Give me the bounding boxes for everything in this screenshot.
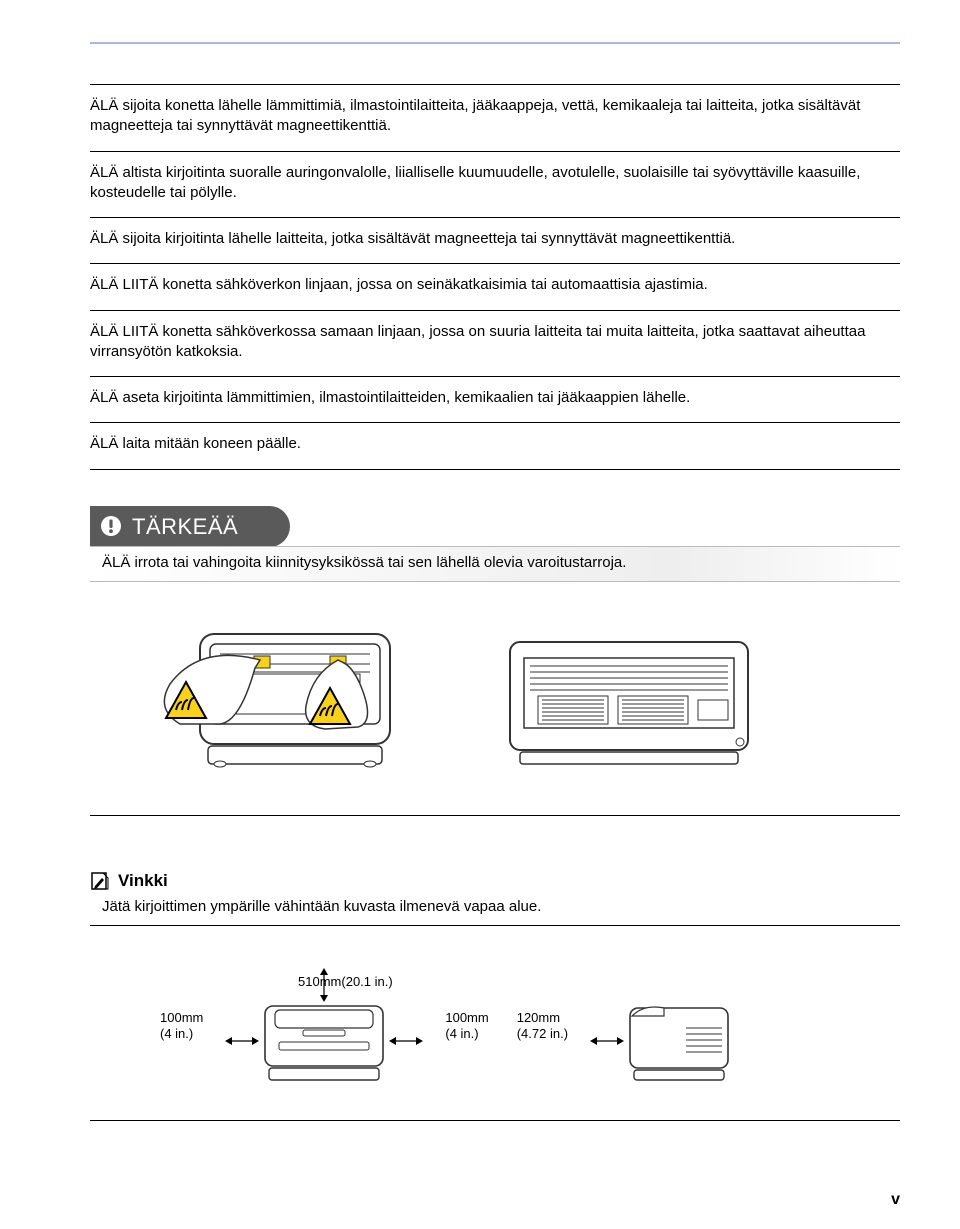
item-text: ÄLÄ LIITÄ konetta sähköverkon linjaan, j…: [90, 276, 708, 293]
list-end-rule: [90, 469, 900, 470]
item-text: ÄLÄ laita mitään koneen päälle.: [90, 435, 301, 452]
arrow-left-right-icon: [590, 1033, 624, 1049]
alert-circle-icon: [100, 515, 122, 537]
note-icon: [90, 871, 110, 891]
arrow-left-right-icon: [225, 1033, 259, 1049]
item-text: ÄLÄ sijoita konetta lähelle lämmittimiä,…: [90, 97, 860, 134]
item-text: ÄLÄ sijoita kirjoitinta lähelle laitteit…: [90, 230, 735, 247]
list-item: ÄLÄ laita mitään koneen päälle.: [90, 422, 900, 468]
arrow-left-right-icon: [389, 1033, 423, 1049]
note-head: Vinkki: [90, 870, 900, 893]
note-body-text: Jätä kirjoittimen ympärille vähintään ku…: [90, 897, 900, 926]
printer-rear-illustration: [490, 614, 770, 780]
dim-top: 510mm(20.1 in.): [298, 974, 393, 990]
item-text: ÄLÄ LIITÄ konetta sähköverkossa samaan l…: [90, 323, 865, 360]
item-text: ÄLÄ aseta kirjoitinta lämmittimien, ilma…: [90, 389, 690, 406]
list-item: ÄLÄ sijoita konetta lähelle lämmittimiä,…: [90, 84, 900, 151]
important-callout: TÄRKEÄÄ ÄLÄ irrota tai vahingoita kiinni…: [90, 506, 900, 583]
printer-front-icon: [259, 998, 389, 1084]
dim-right: 100mm (4 in.): [445, 1010, 488, 1043]
dim-back: 120mm (4.72 in.): [517, 1010, 568, 1043]
list-item: ÄLÄ LIITÄ konetta sähköverkossa samaan l…: [90, 310, 900, 377]
printer-top-illustration: [100, 614, 420, 780]
dim-left: 100mm (4 in.): [160, 1010, 203, 1043]
important-callout-head: TÄRKEÄÄ: [90, 506, 290, 548]
important-body-text: ÄLÄ irrota tai vahingoita kiinnitysyksik…: [90, 547, 900, 581]
important-label: TÄRKEÄÄ: [132, 512, 238, 542]
printer-side-icon: [624, 998, 734, 1084]
list-item: ÄLÄ altista kirjoitinta suoralle auringo…: [90, 151, 900, 218]
list-item: ÄLÄ aseta kirjoitinta lämmittimien, ilma…: [90, 376, 900, 422]
note-label: Vinkki: [118, 870, 168, 893]
page-number: v: [891, 1189, 900, 1211]
header-divider: [90, 42, 900, 44]
list-item: ÄLÄ sijoita kirjoitinta lähelle laitteit…: [90, 217, 900, 263]
spacing-figure: 100mm (4 in.) 510mm(20.1 in.): [90, 968, 900, 1121]
list-item: ÄLÄ LIITÄ konetta sähköverkon linjaan, j…: [90, 263, 900, 309]
item-text: ÄLÄ altista kirjoitinta suoralle auringo…: [90, 164, 860, 201]
note-section: Vinkki Jätä kirjoittimen ympärille vähin…: [90, 870, 900, 926]
illustration-row: [90, 600, 900, 815]
